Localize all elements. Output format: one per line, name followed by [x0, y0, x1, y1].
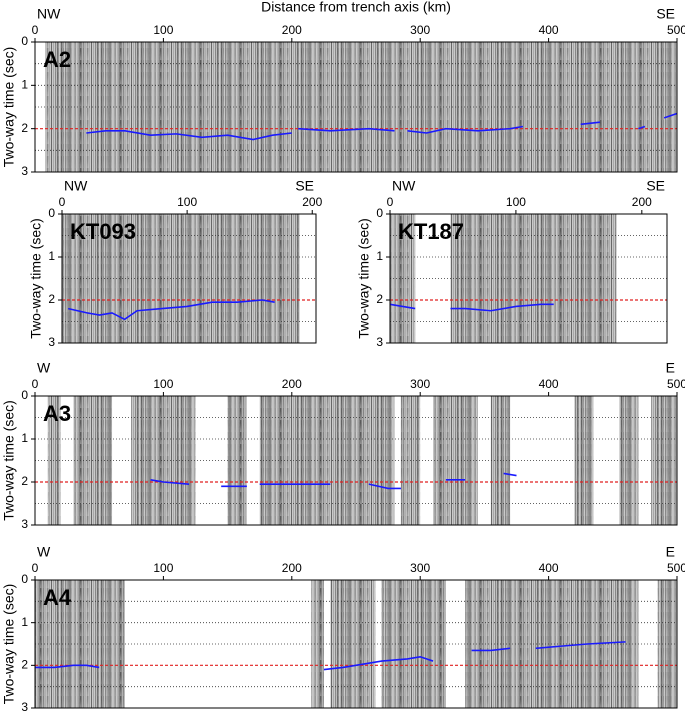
seismic-section [657, 580, 677, 708]
plot-frame [34, 41, 678, 173]
y-axis-label: Two-way time (sec) [28, 218, 44, 339]
panel-title: A4 [43, 585, 72, 610]
direction-label: NW [64, 178, 88, 194]
y-axis-label: Two-way time (sec) [1, 47, 17, 168]
x-tick-label: 200 [282, 377, 302, 391]
direction-label: E [666, 544, 675, 560]
y-tick-label: 3 [376, 335, 383, 349]
y-tick-label: 3 [48, 335, 55, 349]
x-tick-label: 0 [59, 195, 66, 209]
direction-label: E [666, 360, 675, 376]
direction-label: SE [646, 178, 665, 194]
x-tick-label: 100 [177, 195, 197, 209]
y-tick-label: 3 [21, 517, 28, 531]
panel-title: KT093 [70, 219, 136, 244]
y-axis-label: Two-way time (sec) [1, 400, 17, 521]
seismic-section [47, 396, 61, 525]
x-tick-label: 500 [667, 23, 685, 37]
horizon-line [150, 472, 517, 490]
x-tick-label: 100 [153, 377, 173, 391]
y-tick-label: 1 [376, 249, 383, 263]
y-tick-label: 0 [21, 572, 28, 586]
direction-label: NW [392, 178, 416, 194]
horizon-line [68, 299, 275, 321]
y-tick-label: 0 [48, 206, 55, 220]
y-tick-label: 1 [48, 249, 55, 263]
x-tick-label: 0 [32, 23, 39, 37]
seismic-section [574, 396, 594, 525]
seismic-section [619, 396, 639, 525]
y-tick-label: 0 [376, 206, 383, 220]
seismic-section [45, 42, 678, 172]
x-tick-label: 200 [282, 561, 302, 575]
y-tick-label: 0 [21, 388, 28, 402]
direction-label: NW [37, 6, 61, 22]
panel-title: KT187 [398, 219, 464, 244]
seismic-section [35, 580, 125, 708]
plot-frame [34, 579, 678, 709]
y-tick-label: 3 [21, 164, 28, 178]
y-tick-label: 3 [21, 700, 28, 713]
y-tick-label: 2 [21, 121, 28, 135]
y-tick-label: 2 [21, 474, 28, 488]
horizon-line [389, 303, 554, 312]
horizon-line [86, 112, 678, 141]
x-tick-label: 400 [539, 561, 559, 575]
seismic-section [330, 580, 376, 708]
x-tick-label: 400 [539, 377, 559, 391]
x-tick-label: 100 [506, 195, 526, 209]
x-tick-label: 100 [153, 561, 173, 575]
x-tick-label: 300 [410, 561, 430, 575]
seismic-section [259, 396, 395, 525]
x-tick-label: 300 [410, 23, 430, 37]
x-axis-label: Distance from trench axis (km) [261, 0, 451, 15]
direction-label: SE [656, 6, 675, 22]
x-tick-label: 500 [667, 561, 685, 575]
plot-frame [61, 213, 317, 344]
seismic-section [651, 396, 677, 525]
x-tick-label: 0 [32, 561, 39, 575]
y-tick-label: 2 [48, 292, 55, 306]
y-tick-label: 2 [21, 658, 28, 672]
panel-title: A2 [43, 47, 71, 72]
y-axis-label: Two-way time (sec) [1, 584, 17, 705]
y-tick-label: 1 [21, 78, 28, 92]
seismic-section [131, 396, 196, 525]
direction-label: W [37, 360, 51, 376]
plot-frame [34, 395, 678, 526]
seismic-section [227, 396, 247, 525]
y-tick-label: 0 [21, 34, 28, 48]
y-tick-label: 2 [376, 292, 383, 306]
y-axis-label: Two-way time (sec) [356, 218, 372, 339]
x-tick-label: 200 [302, 195, 322, 209]
x-tick-label: 200 [282, 23, 302, 37]
plot-frame [389, 213, 668, 344]
x-tick-label: 0 [387, 195, 394, 209]
x-tick-label: 400 [539, 23, 559, 37]
x-tick-label: 500 [667, 377, 685, 391]
x-tick-label: 200 [632, 195, 652, 209]
y-tick-label: 1 [21, 615, 28, 629]
direction-label: W [37, 544, 51, 560]
x-tick-label: 300 [410, 377, 430, 391]
panel-title: A3 [43, 401, 71, 426]
y-tick-label: 1 [21, 431, 28, 445]
x-tick-label: 0 [32, 377, 39, 391]
x-tick-label: 100 [153, 23, 173, 37]
direction-label: SE [295, 178, 314, 194]
